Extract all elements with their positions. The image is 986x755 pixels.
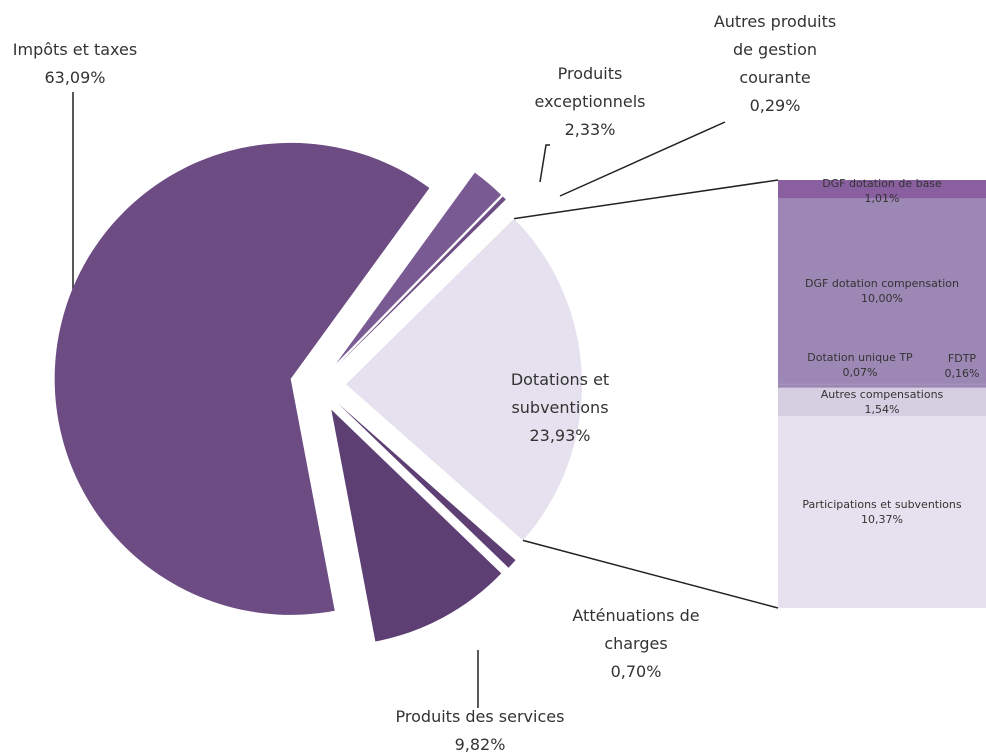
breakdown-value: 10,37% (861, 513, 903, 527)
breakdown-value: 1,54% (864, 403, 900, 417)
breakdown-value: 0,07% (842, 365, 878, 379)
pie-slice (54, 142, 430, 615)
pie-label: Produits exceptionnels 2,33% (528, 60, 653, 144)
breakdown-segment (778, 384, 986, 388)
breakdown-value: 1,01% (864, 192, 900, 205)
pie-slice (331, 409, 502, 642)
breakdown-category: Participations et subventions (802, 498, 962, 512)
pie-value: 0,70% (610, 662, 662, 681)
pie-slice (345, 218, 582, 541)
connector-line (522, 539, 779, 609)
breakdown-label: DGF dotation de base 1,01% (822, 176, 942, 206)
leader-line (539, 144, 550, 183)
breakdown-label: DGF dotation compensation 10,00% (805, 276, 959, 306)
pie-category: Atténuations de charges (572, 606, 700, 653)
breakdown-segment (778, 180, 986, 199)
pie-label: Dotations et subventions 23,93% (493, 366, 628, 450)
connector-line (513, 179, 779, 220)
pie-slice (338, 403, 516, 568)
pie-slice (337, 196, 506, 366)
pie-slice (336, 172, 502, 364)
pie-value: 9,82% (454, 735, 506, 754)
breakdown-category: DGF dotation compensation (805, 277, 959, 291)
breakdown-category: FDTP (947, 351, 977, 365)
breakdown-label: FDTP 0,16% (945, 351, 980, 381)
pie-value: 63,09% (44, 68, 106, 87)
pie-category: Impôts et taxes (12, 40, 138, 59)
pie-label: Autres produits de gestion courante 0,29% (705, 8, 845, 120)
pie-category: Autres produits de gestion courante (713, 12, 837, 87)
pie-category: Produits des services (395, 707, 565, 726)
pie-category: Dotations et subventions (510, 370, 610, 417)
breakdown-label: Dotation unique TP 0,07% (807, 350, 912, 380)
breakdown-category: Autres compensations (820, 388, 944, 402)
leader-line (559, 121, 726, 197)
breakdown-value: 0,16% (944, 366, 980, 380)
pie-label: Produits des services 9,82% (350, 703, 610, 755)
pie-value: 23,93% (529, 426, 591, 445)
breakdown-category: Dotation unique TP (807, 350, 913, 364)
breakdown-segment (778, 416, 986, 608)
breakdown-segment (778, 383, 986, 385)
breakdown-segment (778, 387, 986, 417)
pie-value: 2,33% (564, 120, 616, 139)
breakdown-segment (778, 198, 986, 384)
breakdown-label: Autres compensations 1,54% (821, 387, 944, 417)
pie-label: Impôts et taxes 63,09% (0, 36, 160, 92)
pie-category: Produits exceptionnels (534, 64, 646, 111)
breakdown-category: DGF dotation de base (822, 177, 942, 190)
pie-label: Atténuations de charges 0,70% (549, 602, 724, 686)
pie-value: 0,29% (749, 96, 801, 115)
breakdown-label: Participations et subventions 10,37% (802, 497, 961, 527)
breakdown-value: 10,00% (861, 292, 903, 306)
